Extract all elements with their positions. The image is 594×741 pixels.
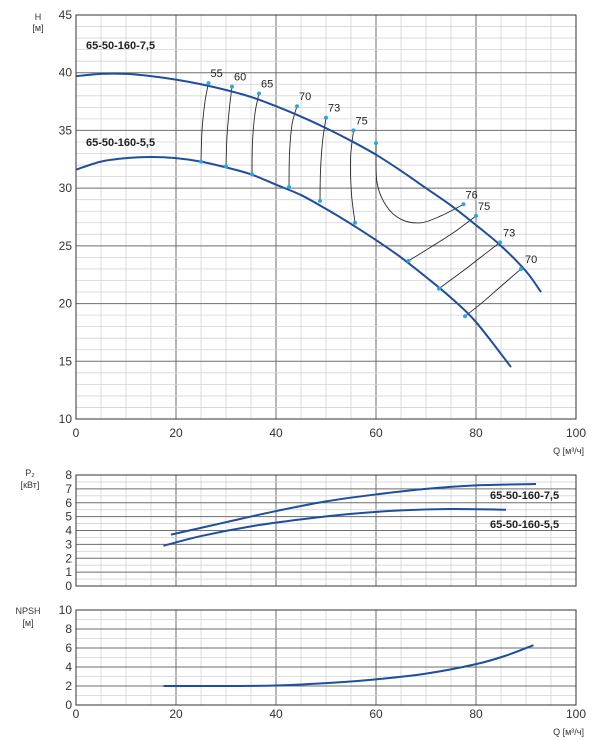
efficiency-line-6 [375, 143, 464, 224]
efficiency-marker [199, 159, 203, 164]
efficiency-marker [463, 314, 467, 319]
efficiency-marker [295, 104, 299, 109]
efficiency-line-8 [438, 242, 501, 289]
grid-panel-3 [75, 609, 577, 706]
x-tick-label: 80 [469, 707, 483, 721]
npsh-curve [163, 644, 534, 688]
efficiency-label: 76 [466, 189, 478, 201]
efficiency-label: 73 [503, 227, 515, 239]
x-tick-label: 60 [369, 426, 383, 440]
y-tick-label: 7 [65, 482, 72, 496]
y-tick-label: 40 [59, 66, 73, 80]
y-tick-label: 10 [59, 412, 73, 426]
efficiency-label: 65 [261, 78, 273, 90]
y-tick-label: 4 [65, 660, 72, 674]
efficiency-marker [353, 220, 357, 225]
y-axis-title: P₂ [25, 468, 35, 478]
y-tick-label: 0 [65, 579, 72, 593]
efficiency-line-7 [408, 215, 477, 262]
efficiency-label: 75 [478, 201, 490, 213]
p2-curve-0 [170, 483, 537, 536]
y-axis-title: NPSH [15, 606, 40, 616]
efficiency-marker [406, 258, 411, 263]
grid-panel-1 [75, 14, 577, 420]
y-tick-label: 0 [65, 698, 72, 712]
efficiency-marker [257, 91, 261, 96]
y-tick-label: 35 [59, 123, 73, 137]
y-tick-label: 20 [59, 297, 73, 311]
series-label-7-5: 65-50-160-7,5 [86, 40, 155, 52]
plot-frame [75, 609, 577, 706]
efficiency-marker [351, 128, 356, 133]
efficiency-marker [250, 172, 254, 177]
y-axis-unit: [кВт] [21, 480, 40, 490]
x-tick-label: 40 [269, 707, 283, 721]
efficiency-marker [461, 202, 466, 207]
x-axis-title: Q [м³/ч] [553, 446, 584, 456]
p2-series-label-7-5: 65-50-160-7,5 [490, 490, 559, 502]
y-tick-label: 6 [65, 496, 72, 510]
p2-series-label-5-5: 65-50-160-5,5 [490, 519, 559, 531]
y-tick-label: 15 [59, 354, 73, 368]
x-tick-label: 80 [469, 426, 483, 440]
efficiency-line-2 [251, 93, 260, 175]
efficiency-marker [498, 240, 502, 245]
x-axis-title: Q [м³/ч] [553, 727, 584, 737]
efficiency-label: 60 [234, 72, 246, 84]
efficiency-label: 70 [299, 91, 311, 103]
efficiency-marker [230, 84, 234, 89]
y-tick-label: 25 [59, 239, 73, 253]
y-axis-unit: [м] [32, 23, 43, 33]
efficiency-marker [374, 141, 378, 146]
efficiency-line-3 [288, 106, 298, 187]
h-curve-0 [75, 72, 542, 293]
efficiency-marker [324, 115, 328, 120]
x-tick-label: 100 [566, 707, 586, 721]
y-tick-label: 45 [59, 8, 73, 22]
x-tick-label: 20 [169, 707, 183, 721]
efficiency-line-9 [464, 268, 522, 317]
x-tick-label: 0 [73, 426, 80, 440]
x-tick-label: 100 [566, 426, 586, 440]
y-tick-label: 10 [59, 603, 73, 617]
y-tick-label: 4 [65, 524, 72, 538]
y-axis-unit: [м] [22, 618, 33, 628]
plot-frame [75, 474, 577, 587]
efficiency-marker [474, 213, 478, 218]
y-tick-label: 6 [65, 641, 72, 655]
y-tick-label: 8 [65, 468, 72, 482]
efficiency-marker [287, 184, 291, 189]
efficiency-label: 55 [211, 68, 223, 80]
efficiency-marker [437, 286, 441, 291]
efficiency-marker [206, 81, 211, 86]
x-tick-label: 40 [269, 426, 283, 440]
efficiency-label: 73 [328, 103, 340, 115]
efficiency-label: 75 [356, 115, 368, 127]
efficiency-line-0 [200, 83, 209, 162]
y-tick-label: 30 [59, 181, 73, 195]
efficiency-marker [519, 266, 523, 271]
series-label-5-5: 65-50-160-5,5 [86, 137, 155, 149]
y-tick-label: 1 [65, 565, 72, 579]
efficiency-label: 70 [525, 254, 537, 266]
efficiency-line-5 [349, 130, 356, 223]
p2-curve-1 [163, 507, 507, 547]
y-tick-label: 5 [65, 510, 72, 524]
plot-frame [75, 14, 577, 420]
y-axis-title: H [35, 12, 42, 22]
x-tick-label: 20 [169, 426, 183, 440]
h-curve-1 [75, 155, 512, 368]
efficiency-marker [224, 164, 228, 169]
y-tick-label: 2 [65, 679, 72, 693]
efficiency-line-1 [225, 86, 233, 167]
y-tick-label: 8 [65, 622, 72, 636]
y-tick-label: 2 [65, 551, 72, 565]
x-tick-label: 60 [369, 707, 383, 721]
efficiency-marker [318, 198, 322, 203]
x-tick-label: 0 [73, 707, 80, 721]
y-tick-label: 3 [65, 537, 72, 551]
